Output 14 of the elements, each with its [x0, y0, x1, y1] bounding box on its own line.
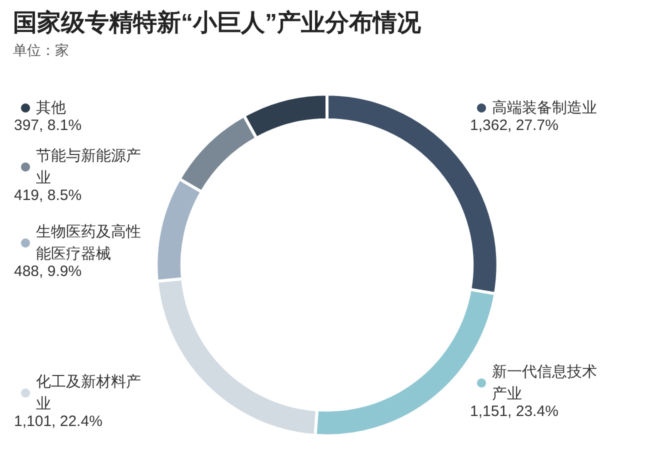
legend-label: 其他: [36, 100, 66, 116]
data-label: 1,151, 23.4%: [470, 403, 558, 420]
legend-label: 节能与新能源产业: [36, 148, 141, 186]
legend-label: 高端装备制造业: [492, 100, 597, 116]
legend-label: 生物医药及高性能医疗器械: [36, 224, 141, 262]
data-label: 1,362, 27.7%: [470, 117, 558, 134]
data-label: 419, 8.5%: [14, 187, 82, 204]
data-label: 397, 8.1%: [14, 117, 82, 134]
data-label: 1,101, 22.4%: [14, 413, 102, 430]
chart-subtitle: 单位：家: [13, 42, 69, 58]
chart-title: 国家级专精特新“小巨人”产业分布情况: [13, 10, 422, 36]
legend-label: 新一代信息技术产业: [492, 364, 597, 402]
legend-label: 化工及新材料产业: [36, 374, 141, 412]
data-label: 488, 9.9%: [14, 263, 82, 280]
